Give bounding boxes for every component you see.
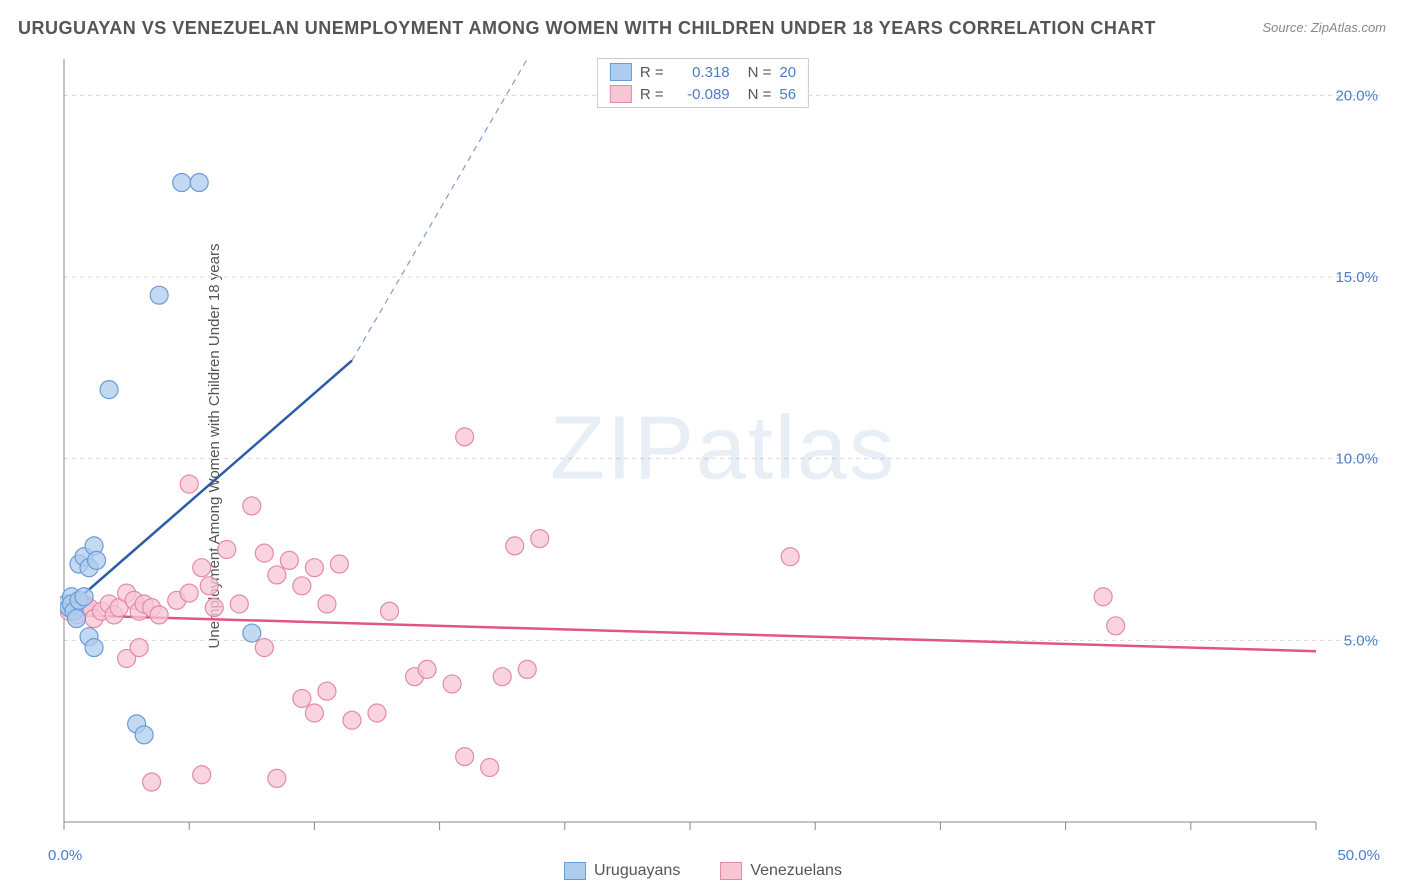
legend-item-venezuelans: Venezuelans [720, 862, 842, 880]
n-label: N = [748, 64, 772, 81]
legend-row-uruguayans: R = 0.318 N = 20 [598, 61, 808, 83]
x-axis-min-label: 0.0% [48, 847, 82, 864]
chart-title: URUGUAYAN VS VENEZUELAN UNEMPLOYMENT AMO… [18, 18, 1156, 39]
swatch-icon [564, 862, 586, 880]
legend-row-venezuelans: R = -0.089 N = 56 [598, 83, 808, 105]
x-axis-max-label: 50.0% [1337, 847, 1380, 864]
n-value: 56 [779, 86, 796, 103]
svg-text:15.0%: 15.0% [1335, 269, 1378, 286]
swatch-icon [610, 63, 632, 81]
swatch-icon [610, 85, 632, 103]
plot-area: 5.0%10.0%15.0%20.0% ZIPatlas [60, 55, 1386, 842]
svg-text:20.0%: 20.0% [1335, 87, 1378, 104]
legend-label: Venezuelans [750, 862, 842, 880]
svg-text:5.0%: 5.0% [1344, 632, 1378, 649]
r-value: 0.318 [672, 64, 730, 81]
r-value: -0.089 [672, 86, 730, 103]
r-label: R = [640, 86, 664, 103]
series-legend: Uruguayans Venezuelans [564, 862, 842, 880]
n-label: N = [748, 86, 772, 103]
correlation-legend: R = 0.318 N = 20 R = -0.089 N = 56 [597, 58, 809, 108]
source-label: Source: ZipAtlas.com [1262, 20, 1386, 35]
swatch-icon [720, 862, 742, 880]
svg-text:10.0%: 10.0% [1335, 451, 1378, 468]
legend-label: Uruguayans [594, 862, 680, 880]
r-label: R = [640, 64, 664, 81]
scatter-chart: 5.0% 10.0% 15.0% 20.0% [60, 55, 1386, 842]
n-value: 20 [779, 64, 796, 81]
legend-item-uruguayans: Uruguayans [564, 862, 680, 880]
